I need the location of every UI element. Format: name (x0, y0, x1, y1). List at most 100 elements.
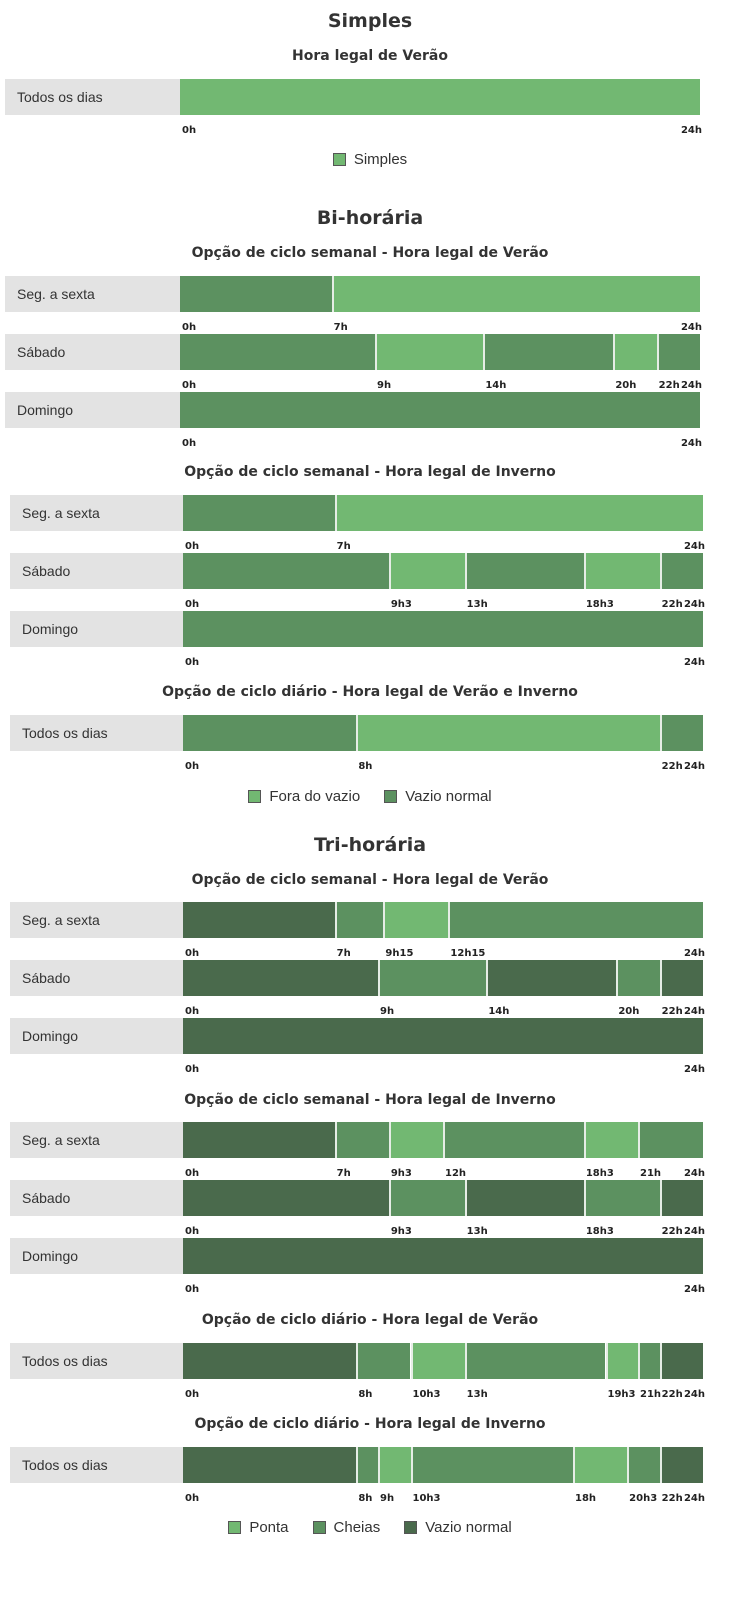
bar-segment-medium (180, 276, 332, 312)
schedule-bar (183, 1447, 703, 1483)
tick-label: 0h (185, 761, 200, 772)
tick-label: 14h (488, 1006, 510, 1017)
tick-label: 0h (185, 1006, 200, 1017)
tick-label: 24h (683, 541, 705, 552)
bar-segment-dark (659, 1180, 703, 1216)
tick-label: 0h (182, 438, 197, 449)
tick-label: 0h (182, 322, 197, 333)
tick-label: 0h (185, 599, 200, 610)
legend: Ponta Cheias Vazio normal (0, 1519, 740, 1536)
legend-item[interactable]: Cheias (312, 1519, 380, 1536)
bar-segment-light (583, 553, 660, 589)
tick-label: 22h (658, 380, 680, 391)
bar-segment-light (388, 553, 465, 589)
schedule-bar (183, 902, 703, 938)
chart-subtitle: Opção de ciclo diário - Hora legal de Ve… (162, 684, 578, 700)
tick-label: 0h (182, 380, 197, 391)
bar-segment-medium (443, 1122, 584, 1158)
schedule-bar (180, 79, 700, 115)
legend: Fora do vazio Vazio normal (0, 788, 740, 805)
tick-label: 24h (683, 1284, 705, 1295)
schedule-bar (183, 1238, 703, 1274)
legend-item[interactable]: Fora do vazio (248, 788, 360, 805)
tick-label: 18h3 (585, 1168, 614, 1179)
tick-label: 9h15 (385, 948, 414, 959)
bar-segment-medium (659, 553, 703, 589)
tick-label: 22h (661, 1389, 683, 1400)
bar-segment-medium (356, 1343, 411, 1379)
tick-label: 20h (615, 380, 637, 391)
tick-label: 7h (336, 541, 351, 552)
tick-label: 8h (358, 761, 373, 772)
legend-swatch (228, 1521, 242, 1534)
chart-subtitle: Opção de ciclo semanal - Hora legal de V… (191, 872, 549, 888)
legend-swatch (404, 1521, 418, 1534)
tick-label: 0h (185, 1493, 200, 1504)
row-label: Domingo (10, 611, 183, 647)
tick-label: 9h3 (390, 1226, 412, 1237)
row-label: Todos os dias (5, 79, 180, 115)
legend-swatch (312, 1521, 326, 1534)
row-label: Seg. a sexta (10, 495, 183, 531)
legend-label: Ponta (249, 1519, 289, 1536)
row-label: Domingo (5, 392, 180, 428)
tick-label: 21h (640, 1168, 662, 1179)
bar-segment-medium (334, 1122, 389, 1158)
row-label: Todos os dias (10, 715, 183, 751)
bar-segment-medium (378, 960, 487, 996)
chart-subtitle: Hora legal de Verão (292, 48, 448, 64)
legend-label: Fora do vazio (269, 788, 361, 805)
bar-segment-medium (656, 334, 700, 370)
tick-label: 0h (185, 657, 200, 668)
tick-label: 24h (683, 599, 705, 610)
tick-label: 8h (358, 1493, 373, 1504)
tick-label: 20h3 (629, 1493, 658, 1504)
bar-segment-dark (659, 1343, 703, 1379)
bar-segment-medium (183, 553, 389, 589)
chart-subtitle: Opção de ciclo semanal - Hora legal de I… (184, 464, 556, 480)
row-label: Sábado (5, 334, 180, 370)
bar-segment-medium (583, 1180, 660, 1216)
tick-label: 7h (336, 1168, 351, 1179)
bar-segment-dark (659, 1447, 703, 1483)
legend-label: Simples (353, 151, 408, 168)
tick-label: 24h (683, 1006, 705, 1017)
bar-segment-medium (448, 902, 703, 938)
row-label: Todos os dias (10, 1447, 183, 1483)
tick-label: 20h (618, 1006, 640, 1017)
schedule-bar (180, 276, 700, 312)
legend-swatch (384, 790, 398, 803)
tick-label: 0h (185, 1226, 200, 1237)
row-label: Sábado (10, 1180, 183, 1216)
row-label: Todos os dias (10, 1343, 183, 1379)
legend-label: Vazio normal (425, 1519, 512, 1536)
chart-subtitle: Opção de ciclo semanal - Hora legal de V… (191, 245, 549, 261)
legend-item[interactable]: Vazio normal (384, 788, 492, 805)
row-label: Sábado (10, 960, 183, 996)
bar-segment-medium (464, 553, 584, 589)
legend-item[interactable]: Vazio normal (404, 1519, 512, 1536)
bar-segment-medium (638, 1343, 660, 1379)
tick-label: 24h (680, 438, 702, 449)
bar-segment-medium (180, 334, 375, 370)
section-title: Bi-horária (316, 207, 424, 229)
tick-label: 9h3 (390, 1168, 412, 1179)
tick-label: 12h15 (450, 948, 486, 959)
tick-label: 24h (683, 948, 705, 959)
legend-swatch (332, 153, 346, 166)
bar-segment-light (573, 1447, 628, 1483)
tick-label: 12h (445, 1168, 467, 1179)
bar-segment-light (334, 495, 703, 531)
schedule-bar (183, 1180, 703, 1216)
legend-item[interactable]: Simples (332, 151, 408, 168)
legend-item[interactable]: Ponta (228, 1519, 289, 1536)
row-label: Seg. a sexta (5, 276, 180, 312)
tick-label: 0h (182, 125, 197, 136)
bar-segment-light (356, 715, 660, 751)
tick-label: 0h (185, 1389, 200, 1400)
bar-segment-medium (183, 715, 357, 751)
bar-segment-light (583, 1122, 638, 1158)
schedule-bar (183, 960, 703, 996)
tick-label: 22h (661, 599, 683, 610)
tick-label: 24h (683, 1226, 705, 1237)
